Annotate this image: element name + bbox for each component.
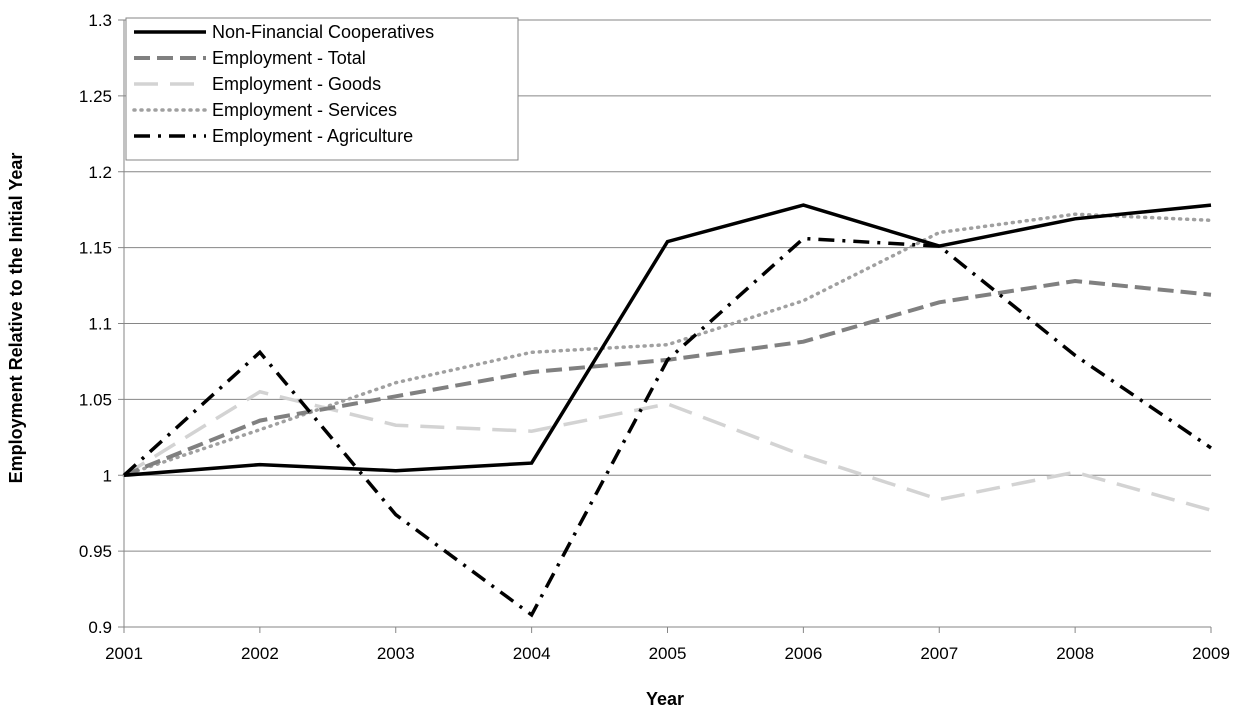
- legend-label-employment-goods: Employment - Goods: [212, 74, 381, 94]
- x-tick-labels: 2001 2002 2003 2004 2005 2006 2007 2008 2009: [105, 627, 1230, 663]
- x-tick-label-2001: 2001: [105, 644, 143, 663]
- y-tick-label-1: 1: [103, 466, 112, 485]
- series-lines: [122, 203, 1213, 618]
- legend-label-employment-total: Employment - Total: [212, 48, 366, 68]
- series-line-employment-services: [122, 212, 1213, 478]
- x-tick-label-2003: 2003: [377, 644, 415, 663]
- y-tick-label-0-9: 0.9: [88, 618, 112, 637]
- y-axis-title: Employment Relative to the Initial Year: [6, 153, 26, 484]
- series-line-employment-goods: [123, 389, 1212, 512]
- x-tick-label-2008: 2008: [1056, 644, 1094, 663]
- x-tick-label-2004: 2004: [513, 644, 551, 663]
- x-tick-label-2009: 2009: [1192, 644, 1230, 663]
- series-line-non-financial-cooperatives: [123, 203, 1212, 478]
- y-tick-label-1-15: 1.15: [79, 239, 112, 258]
- legend-label-employment-agriculture: Employment - Agriculture: [212, 126, 413, 146]
- y-tick-label-1-3: 1.3: [88, 11, 112, 30]
- y-tick-label-0-95: 0.95: [79, 542, 112, 561]
- y-tick-label-1-2: 1.2: [88, 163, 112, 182]
- y-tick-label-1-25: 1.25: [79, 87, 112, 106]
- x-tick-label-2002: 2002: [241, 644, 279, 663]
- x-axis-title: Year: [646, 689, 684, 709]
- x-tick-label-2007: 2007: [920, 644, 958, 663]
- y-tick-label-1-05: 1.05: [79, 390, 112, 409]
- x-tick-label-2006: 2006: [784, 644, 822, 663]
- series-line-employment-agriculture: [122, 236, 1212, 618]
- x-tick-label-2005: 2005: [649, 644, 687, 663]
- series-line-employment-total: [123, 278, 1212, 478]
- legend: Non-Financial Cooperatives Employment - T…: [125, 17, 519, 161]
- legend-box: [125, 17, 519, 161]
- legend-label-employment-services: Employment - Services: [212, 100, 397, 120]
- y-tick-labels: 0.9 0.95 1 1.05 1.1 1.15 1.2 1.25 1.3: [79, 11, 124, 637]
- y-tick-label-1-1: 1.1: [88, 315, 112, 334]
- legend-label-non-financial-cooperatives: Non-Financial Cooperatives: [212, 22, 434, 42]
